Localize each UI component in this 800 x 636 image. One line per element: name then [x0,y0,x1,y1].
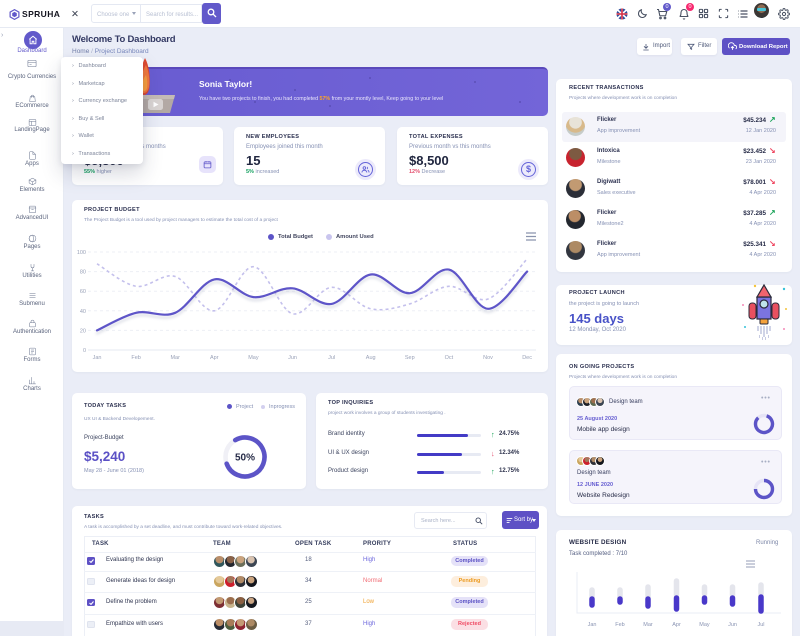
svg-text:60: 60 [80,289,86,295]
svg-text:Mar: Mar [643,622,653,628]
svg-text:Jul: Jul [757,622,764,628]
svg-text:Sep: Sep [405,355,415,361]
svg-text:50%: 50% [235,453,255,464]
svg-text:100: 100 [77,250,86,256]
svg-text:May: May [248,355,259,361]
svg-text:Nov: Nov [483,355,493,361]
svg-text:Apr: Apr [210,355,219,361]
svg-text:Jun: Jun [728,622,737,628]
svg-text:Jun: Jun [288,355,297,361]
svg-text:80: 80 [80,270,86,276]
svg-text:0: 0 [83,348,86,354]
svg-text:Jan: Jan [93,355,102,361]
svg-text:Jan: Jan [588,622,597,628]
svg-text:Aug: Aug [366,355,376,361]
svg-text:Apr: Apr [672,622,681,628]
svg-text:Dec: Dec [522,355,532,361]
svg-text:May: May [699,622,710,628]
svg-text:Jul: Jul [328,355,335,361]
svg-text:Oct: Oct [445,355,454,361]
svg-text:40: 40 [80,309,86,315]
svg-text:Feb: Feb [131,355,140,361]
svg-text:Mar: Mar [170,355,180,361]
svg-text:20: 20 [80,328,86,334]
svg-text:Feb: Feb [615,622,624,628]
